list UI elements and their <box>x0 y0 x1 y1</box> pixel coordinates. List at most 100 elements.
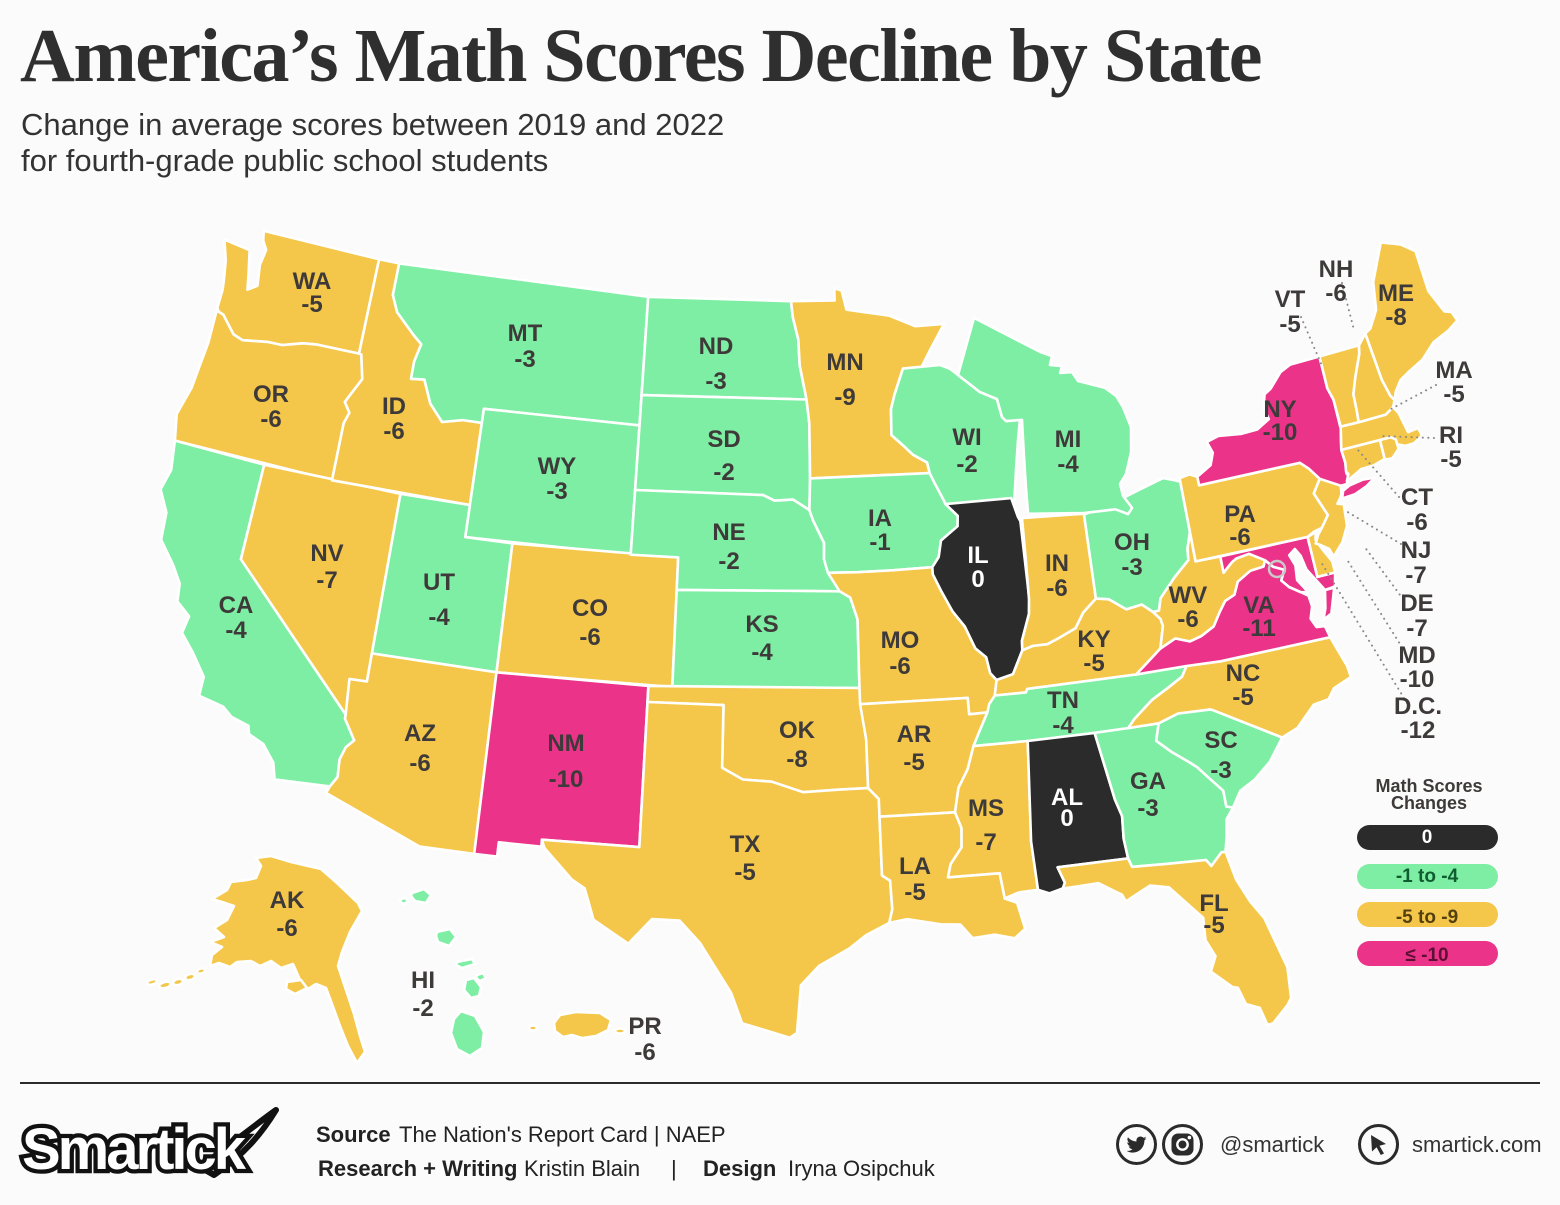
svg-text:ID: ID <box>382 393 406 420</box>
svg-text:SC: SC <box>1204 727 1237 754</box>
svg-text:AR: AR <box>897 721 932 748</box>
svg-text:-6: -6 <box>260 406 281 433</box>
svg-text:-8: -8 <box>1385 304 1406 331</box>
svg-text:FL: FL <box>1199 890 1228 917</box>
svg-text:MT: MT <box>508 320 543 347</box>
svg-text:0: 0 <box>1422 827 1433 848</box>
svg-text:≤ -10: ≤ -10 <box>1405 945 1448 966</box>
svg-text:NY: NY <box>1263 396 1296 423</box>
svg-text:-3: -3 <box>514 346 535 373</box>
svg-text:TX: TX <box>730 831 761 858</box>
svg-text:-6: -6 <box>889 653 910 680</box>
svg-text:-5: -5 <box>1083 650 1104 677</box>
svg-text:IL: IL <box>967 542 988 569</box>
svg-text:-12: -12 <box>1401 717 1436 744</box>
svg-text:-5: -5 <box>1232 684 1253 711</box>
svg-text:-7: -7 <box>975 829 996 856</box>
svg-text:NE: NE <box>712 519 745 546</box>
svg-text:PR: PR <box>628 1013 661 1040</box>
svg-text:Smartick: Smartick <box>22 1117 247 1182</box>
svg-text:PA: PA <box>1224 501 1256 528</box>
svg-text:SD: SD <box>707 426 740 453</box>
svg-text:-9: -9 <box>834 384 855 411</box>
svg-text:-7: -7 <box>1406 615 1427 642</box>
svg-text:0: 0 <box>971 566 984 593</box>
svg-text:RI: RI <box>1439 422 1463 449</box>
svg-text:-1 to -4: -1 to -4 <box>1396 866 1459 887</box>
svg-text:ME: ME <box>1378 280 1414 307</box>
svg-text:WA: WA <box>293 268 332 295</box>
svg-text:OK: OK <box>779 717 816 744</box>
svg-text:-5: -5 <box>1440 446 1461 473</box>
svg-text:MO: MO <box>881 627 920 654</box>
svg-text:Math Scores: Math Scores <box>1375 776 1482 796</box>
svg-text:@smartick: @smartick <box>1220 1132 1325 1157</box>
svg-text:AL: AL <box>1051 784 1083 811</box>
svg-text:-5: -5 <box>1279 311 1300 338</box>
svg-text:-4: -4 <box>751 639 773 666</box>
svg-text:NJ: NJ <box>1401 537 1432 564</box>
svg-text:-3: -3 <box>1210 757 1231 784</box>
svg-text:-2: -2 <box>718 548 739 575</box>
svg-text:-4: -4 <box>225 617 247 644</box>
svg-text:WI: WI <box>952 424 981 451</box>
svg-text:ND: ND <box>699 333 734 360</box>
svg-text:AZ: AZ <box>404 720 436 747</box>
svg-text:IN: IN <box>1045 550 1069 577</box>
svg-text:NH: NH <box>1319 256 1354 283</box>
svg-text:-6: -6 <box>276 915 297 942</box>
svg-text:0: 0 <box>1060 805 1073 832</box>
svg-text:-10: -10 <box>1400 666 1435 693</box>
svg-text:-5: -5 <box>903 749 924 776</box>
svg-text:-6: -6 <box>634 1039 655 1066</box>
svg-text:KS: KS <box>745 611 778 638</box>
svg-text:-2: -2 <box>713 459 734 486</box>
svg-text:-11: -11 <box>1242 615 1275 642</box>
svg-text:-3: -3 <box>1121 554 1142 581</box>
svg-text:-1: -1 <box>869 529 890 556</box>
svg-text:MI: MI <box>1055 426 1082 453</box>
svg-text:-3: -3 <box>705 368 726 395</box>
svg-text:KY: KY <box>1077 626 1110 653</box>
svg-text:-6: -6 <box>409 750 430 777</box>
svg-text:UT: UT <box>423 569 455 596</box>
svg-text:TN: TN <box>1047 687 1079 714</box>
svg-text:-7: -7 <box>316 567 337 594</box>
svg-text:-7: -7 <box>1405 562 1426 589</box>
svg-text:-5: -5 <box>904 879 925 906</box>
svg-text:IA: IA <box>868 505 892 532</box>
svg-text:-5: -5 <box>1203 912 1224 939</box>
svg-text:-2: -2 <box>412 995 433 1022</box>
svg-text:-3: -3 <box>1137 795 1158 822</box>
svg-text:-6: -6 <box>1229 524 1250 551</box>
svg-text:D.C.: D.C. <box>1394 693 1442 720</box>
svg-text:-6: -6 <box>1325 280 1346 307</box>
svg-text:NV: NV <box>310 540 343 567</box>
svg-text:-8: -8 <box>786 746 807 773</box>
svg-text:-6: -6 <box>1406 509 1427 536</box>
svg-text:WV: WV <box>1169 582 1208 609</box>
svg-text:-10: -10 <box>549 766 584 793</box>
svg-text:GA: GA <box>1130 768 1166 795</box>
svg-text:CA: CA <box>219 592 254 619</box>
svg-text:AK: AK <box>270 887 305 914</box>
svg-text:CT: CT <box>1401 484 1433 511</box>
svg-text:LA: LA <box>899 853 931 880</box>
svg-text:-5 to -9: -5 to -9 <box>1396 907 1458 928</box>
svg-text:NM: NM <box>547 730 584 757</box>
svg-text:NC: NC <box>1226 660 1261 687</box>
svg-text:MS: MS <box>968 795 1004 822</box>
svg-text:-2: -2 <box>956 451 977 478</box>
svg-text:-4: -4 <box>428 604 450 631</box>
svg-text:Changes: Changes <box>1391 793 1467 813</box>
svg-text:-10: -10 <box>1263 419 1298 446</box>
svg-text:smartick.com: smartick.com <box>1412 1132 1542 1157</box>
svg-text:-6: -6 <box>579 624 600 651</box>
svg-text:-5: -5 <box>301 291 322 318</box>
svg-text:-6: -6 <box>1046 575 1067 602</box>
svg-text:-4: -4 <box>1057 451 1079 478</box>
svg-text:HI: HI <box>411 967 435 994</box>
svg-text:VA: VA <box>1243 592 1275 619</box>
svg-text:-6: -6 <box>1177 606 1198 633</box>
svg-text:-3: -3 <box>546 478 567 505</box>
